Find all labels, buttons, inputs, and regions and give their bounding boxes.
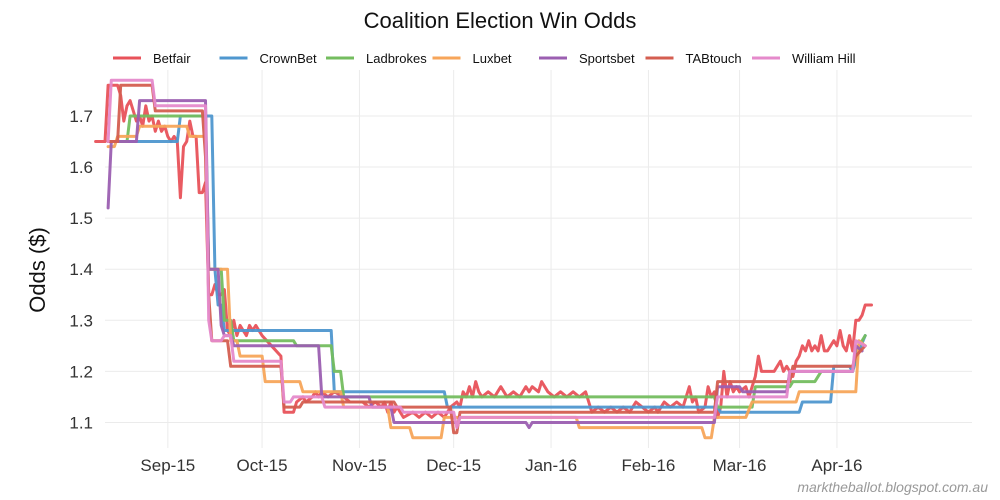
- x-tick-label: Jan-16: [525, 456, 577, 475]
- y-tick-label: 1.4: [69, 260, 93, 279]
- credit-text: marktheballot.blogspot.com.au: [797, 479, 988, 495]
- x-tick-label: Apr-16: [811, 456, 862, 475]
- legend-label-sportsbet: Sportsbet: [579, 51, 635, 66]
- legend: Betfair CrownBet Ladbrokes Luxbet Sportsbet T…: [113, 51, 856, 66]
- legend-label-william-hill: William Hill: [792, 51, 856, 66]
- legend-label-betfair: Betfair: [153, 51, 191, 66]
- y-gridlines: [105, 115, 972, 423]
- y-tick-label: 1.5: [69, 209, 93, 228]
- x-gridlines: [167, 70, 838, 448]
- chart-title: Coalition Election Win Odds: [364, 8, 637, 33]
- series-lines: [94, 78, 873, 440]
- x-tick-label: Sep-15: [140, 456, 195, 475]
- y-tick-label: 1.3: [69, 311, 93, 330]
- series-line-tabtouch: [106, 83, 867, 435]
- x-tick-label: Nov-15: [332, 456, 387, 475]
- x-tick-labels: Sep-15 Oct-15 Nov-15 Dec-15 Jan-16 Feb-16 Mar-…: [140, 456, 862, 475]
- legend-label-tabtouch: TABtouch: [686, 51, 742, 66]
- x-tick-label: Mar-16: [713, 456, 767, 475]
- y-axis-label: Odds ($): [25, 227, 50, 313]
- x-tick-label: Oct-15: [237, 456, 288, 475]
- x-tick-label: Dec-15: [426, 456, 481, 475]
- series-line-william-hill: [106, 78, 867, 430]
- y-tick-label: 1.2: [69, 362, 93, 381]
- legend-label-crownbet: CrownBet: [260, 51, 317, 66]
- legend-label-luxbet: Luxbet: [473, 51, 512, 66]
- y-tick-label: 1.7: [69, 107, 93, 126]
- x-tick-label: Feb-16: [622, 456, 676, 475]
- legend-label-ladbrokes: Ladbrokes: [366, 51, 427, 66]
- y-tick-label: 1.1: [69, 413, 93, 432]
- y-tick-label: 1.6: [69, 158, 93, 177]
- series-line-betfair: [94, 83, 873, 419]
- y-tick-labels: 1.1 1.2 1.3 1.4 1.5 1.6 1.7: [69, 107, 93, 432]
